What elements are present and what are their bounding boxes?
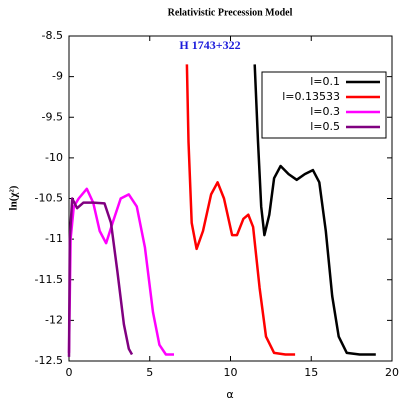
annotation: H 1743+322 bbox=[179, 38, 240, 52]
data-line bbox=[67, 197, 134, 357]
x-tick-label: 0 bbox=[66, 366, 73, 379]
x-axis-label: α bbox=[226, 388, 233, 401]
data-line bbox=[67, 187, 174, 356]
x-tick-label: 5 bbox=[146, 366, 153, 379]
x-tick-label: 15 bbox=[304, 366, 318, 379]
y-tick-label: -8.5 bbox=[42, 29, 63, 42]
legend-label: l=0.3 bbox=[310, 105, 340, 118]
y-tick-label: -9 bbox=[52, 70, 63, 83]
data-line bbox=[185, 64, 296, 356]
y-tick-label: -11 bbox=[45, 232, 63, 245]
x-tick-label: 20 bbox=[385, 366, 399, 379]
data-line bbox=[253, 64, 376, 356]
y-tick-label: -11.5 bbox=[35, 273, 63, 286]
legend-label: l=0.13533 bbox=[282, 90, 340, 103]
y-tick-label: -10 bbox=[45, 151, 63, 164]
chart-title: Relativistic Precession Model bbox=[168, 7, 293, 18]
y-tick-label: -9.5 bbox=[42, 110, 63, 123]
y-tick-label: -10.5 bbox=[35, 192, 63, 205]
x-tick-label: 10 bbox=[224, 366, 238, 379]
legend-label: l=0.1 bbox=[310, 75, 340, 88]
y-tick-label: -12 bbox=[45, 313, 63, 326]
y-axis-label: ln(χ²) bbox=[8, 185, 20, 210]
legend-label: l=0.5 bbox=[310, 120, 340, 133]
y-tick-label: -12.5 bbox=[35, 354, 63, 367]
